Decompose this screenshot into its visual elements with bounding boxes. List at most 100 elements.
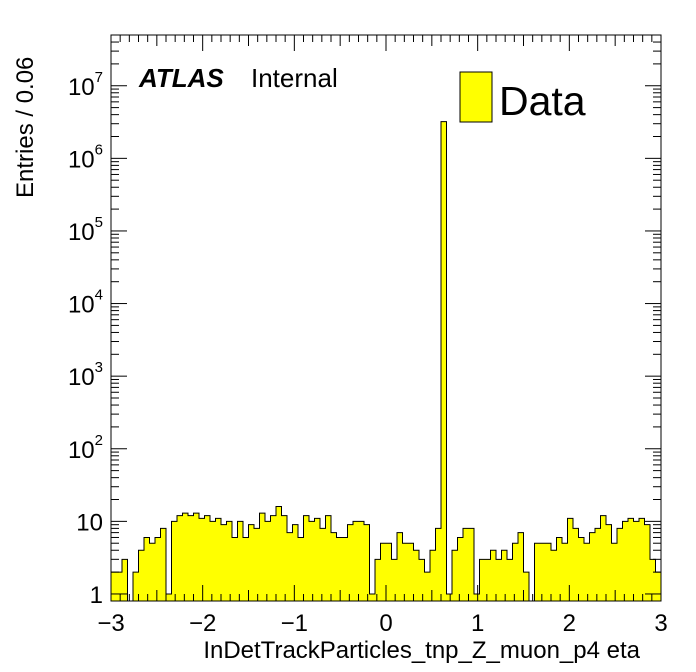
histogram-bin <box>237 521 243 601</box>
y-tick-label: 107 <box>68 69 103 101</box>
histogram-bin <box>138 550 144 601</box>
histogram-bin <box>336 537 342 601</box>
histogram-bin <box>446 593 452 601</box>
histogram-bin <box>144 537 150 601</box>
histogram-bin <box>628 518 634 601</box>
histogram-bin <box>573 528 579 601</box>
histogram-bin <box>254 528 260 601</box>
histogram-bin <box>325 515 331 601</box>
histogram-bin <box>567 518 573 601</box>
histogram-bin <box>287 532 293 601</box>
histogram-bin <box>639 518 645 601</box>
histogram-bin <box>457 537 463 601</box>
histogram-bin <box>518 532 524 601</box>
histogram-bin <box>303 515 309 601</box>
histogram-bin <box>122 559 128 601</box>
histogram-bin <box>556 537 562 601</box>
histogram-bin <box>155 537 161 601</box>
x-tick-label: 3 <box>654 610 667 637</box>
histogram-bin <box>215 518 221 601</box>
histogram-bin <box>424 572 430 601</box>
histogram-bin <box>182 513 188 601</box>
histogram-bin <box>600 515 606 601</box>
x-tick-labels: −3 −2 −1 0 1 2 3 <box>97 610 667 637</box>
histogram-bin <box>347 524 353 601</box>
histogram-bin <box>595 528 601 601</box>
histogram-bin <box>386 543 392 601</box>
histogram-bin <box>584 543 590 601</box>
histogram-bin <box>193 513 199 601</box>
histogram-bin <box>512 543 518 601</box>
histogram-bin <box>490 550 496 601</box>
histogram-bin <box>534 543 540 601</box>
histogram-bin <box>633 521 639 601</box>
histogram-bin <box>545 543 551 601</box>
histogram-bin <box>133 572 139 601</box>
histogram-bin <box>375 559 381 601</box>
histogram-bin <box>369 593 375 601</box>
histogram-bin <box>248 524 254 601</box>
y-tick-label: 104 <box>68 287 103 319</box>
histogram-bin <box>655 572 661 601</box>
histogram-bin <box>611 543 617 601</box>
histogram-bin <box>259 513 265 601</box>
histogram-bin <box>435 528 441 601</box>
histogram-bin <box>243 537 249 601</box>
histogram-bin <box>650 559 656 601</box>
histogram-bin <box>292 524 298 601</box>
histogram-bin <box>160 528 166 601</box>
histogram-bin <box>413 550 419 601</box>
histogram-bin <box>166 593 172 601</box>
histogram-bin <box>270 515 276 601</box>
histogram-bin <box>276 506 282 601</box>
y-tick-label: 103 <box>68 359 103 391</box>
histogram-bin <box>617 528 623 601</box>
histogram-bin <box>463 528 469 601</box>
histogram-outline <box>111 121 661 602</box>
histogram-bin <box>309 521 315 601</box>
histogram-bin <box>501 550 507 601</box>
histogram-bin <box>441 121 447 602</box>
histogram-bin <box>171 521 177 601</box>
histogram-bin <box>265 521 271 601</box>
histogram-bin <box>562 543 568 601</box>
histogram-bin <box>523 572 529 601</box>
histogram-bin <box>111 572 117 601</box>
histogram-bin <box>402 543 408 601</box>
histogram-bin <box>226 521 232 601</box>
histogram-bin <box>397 532 403 601</box>
histogram-bin <box>221 524 227 601</box>
x-tick-label: 0 <box>379 610 392 637</box>
histogram-bin <box>364 524 370 601</box>
histogram-bin <box>331 532 337 601</box>
histogram-bin <box>496 559 502 601</box>
y-tick-label: 105 <box>68 214 103 246</box>
atlas-status-label: Internal <box>251 63 338 93</box>
y-tick-label: 10 <box>76 509 103 536</box>
histogram-bin <box>474 593 480 601</box>
histogram-bin <box>210 521 216 601</box>
histogram-bin <box>452 550 458 601</box>
histogram-bin <box>358 521 364 601</box>
atlas-label: ATLAS <box>138 63 224 93</box>
histogram-bin <box>644 524 650 601</box>
histogram-bin <box>507 559 513 601</box>
histogram-bin <box>419 559 425 601</box>
histogram-bin <box>353 521 359 601</box>
histogram-bin <box>320 528 326 601</box>
x-tick-label: −3 <box>97 610 124 637</box>
legend-label-data: Data <box>499 78 586 124</box>
histogram-bin <box>149 543 155 601</box>
histogram-bin <box>391 559 397 601</box>
histogram-bin <box>199 518 205 601</box>
histogram-bin <box>622 521 628 601</box>
histogram-bin <box>551 550 557 601</box>
histogram-bin <box>204 515 210 601</box>
plot-frame <box>110 34 662 602</box>
y-tick-label: 102 <box>68 432 103 464</box>
y-tick-label: 106 <box>68 141 103 173</box>
y-tick-label: 1 <box>90 582 103 609</box>
histogram-bin <box>485 559 491 601</box>
histogram-bin <box>232 537 238 601</box>
